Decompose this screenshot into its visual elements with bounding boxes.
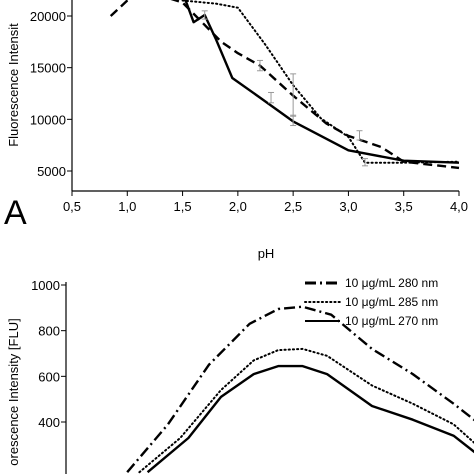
legend-entry: 10 μg/mL 270 nm [305,314,438,328]
panel-a-y-tick-label: 15000 [30,61,66,76]
panel-a-x-tick-label: 3,5 [395,199,413,214]
legend-entry: 10 μg/mL 280 nm [305,276,438,290]
panel-a-series-group [109,0,460,170]
panel-a-error-bar [362,158,369,167]
panel-a-series-dashed-line [109,0,460,170]
panel-a-y-tick-label: 20000 [30,9,66,24]
panel-a-x-tick-label: 2,5 [284,199,302,214]
panel-a-error-bar [290,73,297,117]
panel-a-x-tick-label: 3,0 [339,199,357,214]
panel-a-x-axis-label: pH [258,246,275,261]
panel-b-y-axis-label: orescence Intensity [FLU] [6,318,21,465]
panel-a-error-bar [256,59,263,72]
panel-b-series-dotted-line [138,347,474,474]
legend-label: 10 μg/mL 280 nm [345,276,438,290]
panel-b-series-solid-line [146,364,474,474]
panel-a-error-bar [201,10,208,20]
panel-b-axes: 400 600 800 1000 [31,278,67,474]
legend-label: 10 μg/mL 285 nm [345,295,438,309]
panel-a-y-tick-label: 5000 [37,164,66,179]
panel-a-error-bar [268,91,275,104]
panel-a-series-dotted-line [181,0,460,164]
legend-entry: 10 μg/mL 285 nm [304,295,438,309]
panel-b-series-dash-dot-line [126,305,474,473]
panel-a-x-tick-label: 1,5 [174,199,192,214]
panel-a-error-bar [356,130,363,141]
panel-a-letter: A [4,194,27,232]
panel-a-x-tick-label: 4,0 [450,199,468,214]
panel-a-y-axis-label: Fluorescence Intensit [6,23,21,147]
chart-panel-a: 0,5 1,0 1,5 2,0 2,5 3,0 3,5 4,0 5000 10000 15000 20… [4,0,468,261]
panel-b-y-tick-label: 600 [38,369,60,384]
panel-a-x-tick-label: 0,5 [63,199,81,214]
panel-b-series-group [126,305,474,474]
panel-a-x-tick-label: 2,0 [229,199,247,214]
panel-a-x-tick-label: 1,0 [118,199,136,214]
legend-label: 10 μg/mL 270 nm [345,314,438,328]
panel-a-axes: 0,5 1,0 1,5 2,0 2,5 3,0 3,5 4,0 5000 10000 15000 20… [30,0,468,214]
panel-b-y-tick-label: 400 [38,415,60,430]
panel-b-y-tick-label: 1000 [31,278,60,293]
panel-a-y-tick-label: 10000 [30,112,66,127]
panel-b-y-tick-label: 800 [38,324,60,339]
panel-a-series-solid-line [184,0,460,164]
panel-b-legend: 10 μg/mL 280 nm 10 μg/mL 285 nm 10 μg/mL 2… [304,276,438,328]
